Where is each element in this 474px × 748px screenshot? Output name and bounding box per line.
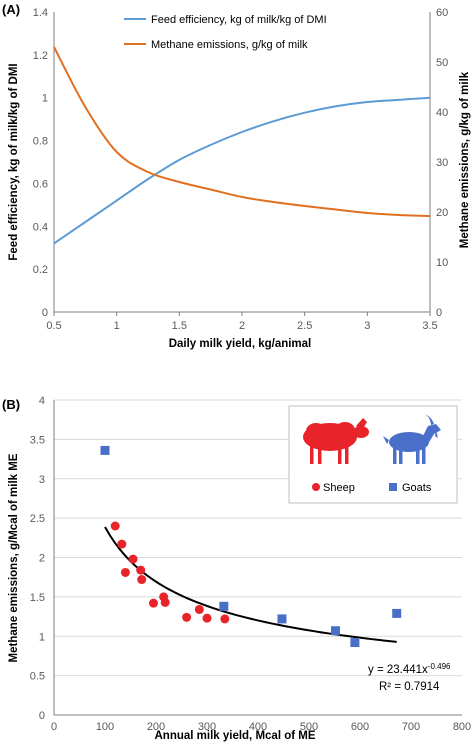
- panel-a-label: (A): [2, 2, 20, 17]
- x-tick-label: 300: [198, 721, 216, 733]
- y-tick-label: 2: [39, 553, 45, 565]
- sheep-point: [182, 612, 192, 622]
- y-tick-label: 3.5: [30, 434, 45, 446]
- panel-b-legend: Sheep Goats: [288, 405, 458, 504]
- methane-emissions-line: [53, 46, 431, 217]
- panel-b-points: [100, 445, 402, 648]
- feed-efficiency-line: [53, 96, 431, 245]
- legend-label-feed-efficiency: Feed efficiency, kg of milk/kg of DMI: [151, 14, 327, 26]
- y-tick-label: 1.5: [30, 592, 45, 604]
- sheep-point: [202, 613, 212, 623]
- x-tick-label: 400: [249, 721, 267, 733]
- panel-a-y2-ticks: 0 10 20 30 40 50 60: [436, 7, 448, 319]
- panel-b-x-ticks: 0 100 200 300 400 500 600 700 800: [51, 721, 471, 733]
- y-tick-label: 0: [39, 710, 45, 722]
- y2-tick-label: 40: [436, 107, 448, 119]
- goat-point: [219, 601, 229, 611]
- trendline-equation-text: y = 23.441x-0.496: [368, 662, 451, 676]
- y-tick-label: 0.2: [33, 264, 48, 276]
- trendline: [104, 526, 397, 643]
- sheep-point: [128, 554, 138, 564]
- legend-label-sheep: Sheep: [323, 482, 355, 494]
- sheep-point: [220, 614, 230, 624]
- x-tick-label: 0: [51, 721, 57, 733]
- panel-a-x-axis-title: Daily milk yield, kg/animal: [169, 338, 312, 350]
- sheep-point: [160, 597, 170, 607]
- panel-a-x-ticks: 0.5 1 1.5 2 2.5 3 3.5: [46, 312, 438, 332]
- sheep-point: [136, 565, 146, 575]
- panel-a: (A) 0.5 1 1.5 2 2.5 3 3.5 0 0.2 0.4 0.6 0.8 1 1.2 1.4…: [2, 2, 471, 350]
- panel-a-y-ticks: 0 0.2 0.4 0.6 0.8 1 1.2 1.4: [33, 7, 48, 319]
- sheep-point: [194, 604, 204, 614]
- trendline-equation-base: y = 23.441x: [368, 664, 428, 676]
- goat-point: [277, 614, 287, 624]
- goat-point: [350, 638, 360, 648]
- y-tick-label: 0.4: [33, 221, 48, 233]
- y-tick-label: 3: [39, 474, 45, 486]
- x-tick-label: 600: [351, 721, 369, 733]
- y-tick-label: 0: [42, 307, 48, 319]
- sheep-point: [137, 575, 147, 585]
- y2-tick-label: 10: [436, 257, 448, 269]
- y-tick-label: 0.5: [30, 671, 45, 683]
- goat-point: [331, 626, 341, 636]
- sheep-point: [110, 521, 120, 531]
- x-tick-label: 200: [147, 721, 165, 733]
- x-tick-label: 700: [402, 721, 420, 733]
- panel-b-gridlines: [54, 399, 462, 677]
- y-tick-label: 1.4: [33, 7, 48, 19]
- y2-tick-label: 50: [436, 57, 448, 69]
- goat-icon: [383, 414, 441, 464]
- panel-b-x-axis-title: Annual milk yield, Mcal of ME: [154, 730, 315, 742]
- panel-b-label: (B): [2, 397, 20, 412]
- panel-b: (B) 0 100 200 300 400 500 600 700 800 0 0.5 1 1.5 2 2…: [2, 395, 471, 742]
- y2-tick-label: 20: [436, 207, 448, 219]
- sheep-point: [120, 567, 130, 577]
- panel-a-legend: Feed efficiency, kg of milk/kg of DMI Me…: [124, 14, 327, 51]
- goat-point: [392, 608, 402, 618]
- x-tick-label: 100: [96, 721, 114, 733]
- panel-b-y-axis-title: Methane emissions, g/Mcal of milk ME: [8, 453, 20, 662]
- y-tick-label: 0.6: [33, 178, 48, 190]
- x-tick-label: 3: [364, 320, 370, 332]
- trendline-equation-exponent: -0.496: [428, 662, 451, 671]
- x-tick-label: 1: [114, 320, 120, 332]
- x-tick-label: 800: [453, 721, 471, 733]
- sheep-icon: [303, 418, 369, 464]
- y-tick-label: 1: [39, 631, 45, 643]
- x-tick-label: 500: [300, 721, 318, 733]
- sheep-point: [117, 539, 127, 549]
- trendline-r2: R² = 0.7914: [379, 681, 440, 693]
- y-tick-label: 1: [42, 93, 48, 105]
- legend-label-methane: Methane emissions, g/kg of milk: [151, 39, 308, 51]
- y2-tick-label: 0: [436, 307, 442, 319]
- trendline-equation: y = 23.441x-0.496 R² = 0.7914: [368, 662, 451, 693]
- x-tick-label: 2.5: [297, 320, 312, 332]
- y-tick-label: 4: [39, 395, 45, 407]
- y-tick-label: 2.5: [30, 513, 45, 525]
- y2-tick-label: 60: [436, 7, 448, 19]
- x-tick-label: 1.5: [172, 320, 187, 332]
- legend-label-goats: Goats: [402, 482, 432, 494]
- legend-marker-goats: [389, 483, 397, 491]
- panel-a-y-axis-title: Feed efficiency, kg of milk/kg of DMI: [8, 63, 20, 260]
- x-tick-label: 0.5: [46, 320, 61, 332]
- legend-marker-sheep: [312, 483, 320, 491]
- x-tick-label: 3.5: [422, 320, 437, 332]
- y2-tick-label: 30: [436, 157, 448, 169]
- sheep-point: [148, 598, 158, 608]
- panel-b-y-ticks: 0 0.5 1 1.5 2 2.5 3 3.5 4: [30, 395, 45, 722]
- y-tick-label: 0.8: [33, 136, 48, 148]
- y-tick-label: 1.2: [33, 50, 48, 62]
- goat-point: [100, 445, 110, 455]
- panel-a-y2-axis-title: Methane emissions, g/kg of milk: [459, 71, 471, 248]
- x-tick-label: 2: [239, 320, 245, 332]
- panel-a-series: [53, 46, 431, 245]
